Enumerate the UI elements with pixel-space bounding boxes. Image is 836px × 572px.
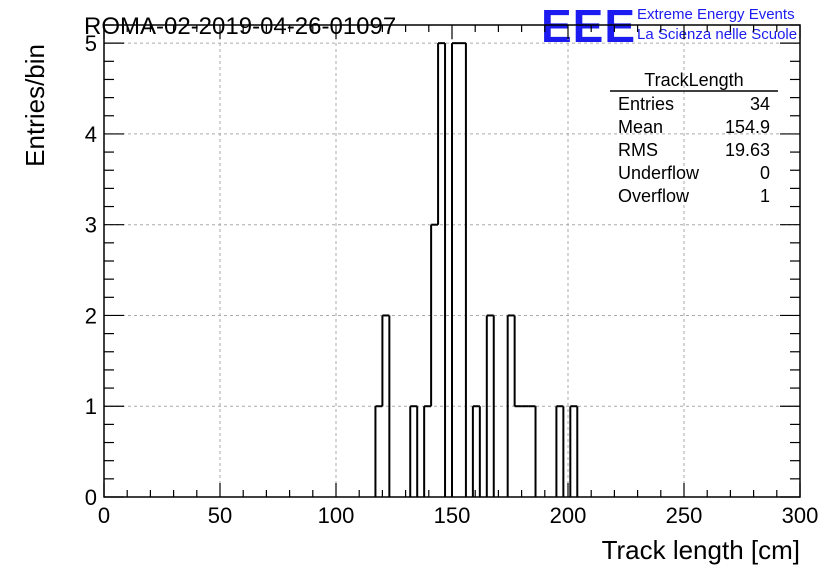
stats-label: Mean [618,117,663,137]
x-tick-label: 200 [550,503,587,528]
stats-value: 0 [760,163,770,183]
y-tick-label: 3 [85,213,97,238]
y-tick-label: 1 [85,394,97,419]
x-tick-label: 300 [782,503,819,528]
histogram-series [374,42,579,497]
x-axis-label: Track length [cm] [602,535,800,565]
y-tick-label: 0 [85,485,97,510]
y-tick-label: 4 [85,122,97,147]
stats-value: 1 [760,186,770,206]
stats-label: Overflow [618,186,690,206]
stats-value: 154.9 [725,117,770,137]
stats-value: 34 [750,94,770,114]
stats-label: RMS [618,140,658,160]
x-tick-label: 250 [666,503,703,528]
stats-label: Entries [618,94,674,114]
logo-line-1: Extreme Energy Events [637,6,795,23]
logo-line-2: La Scienza nelle Scuole [637,26,797,43]
axes [103,24,801,498]
x-tick-label: 0 [98,503,110,528]
stats-title: TrackLength [644,70,743,90]
y-tick-label: 2 [85,303,97,328]
stats-value: 19.63 [725,140,770,160]
run-title: ROMA-02-2019-04-26-01097 [84,13,396,40]
x-tick-label: 150 [434,503,471,528]
x-tick-labels: 0 50 100 150 200 250 300 [98,503,818,528]
stats-label: Underflow [618,163,700,183]
y-tick-labels: 0 1 2 3 4 5 [85,31,97,510]
x-tick-label: 100 [318,503,355,528]
eee-logo: EEE [541,0,636,52]
y-tick-label: 5 [85,31,97,56]
x-tick-label: 50 [208,503,232,528]
stats-box: TrackLength Entries 34 Mean 154.9 RMS 19.63 Un… [610,70,778,206]
y-axis-label: Entries/bin [20,44,50,167]
